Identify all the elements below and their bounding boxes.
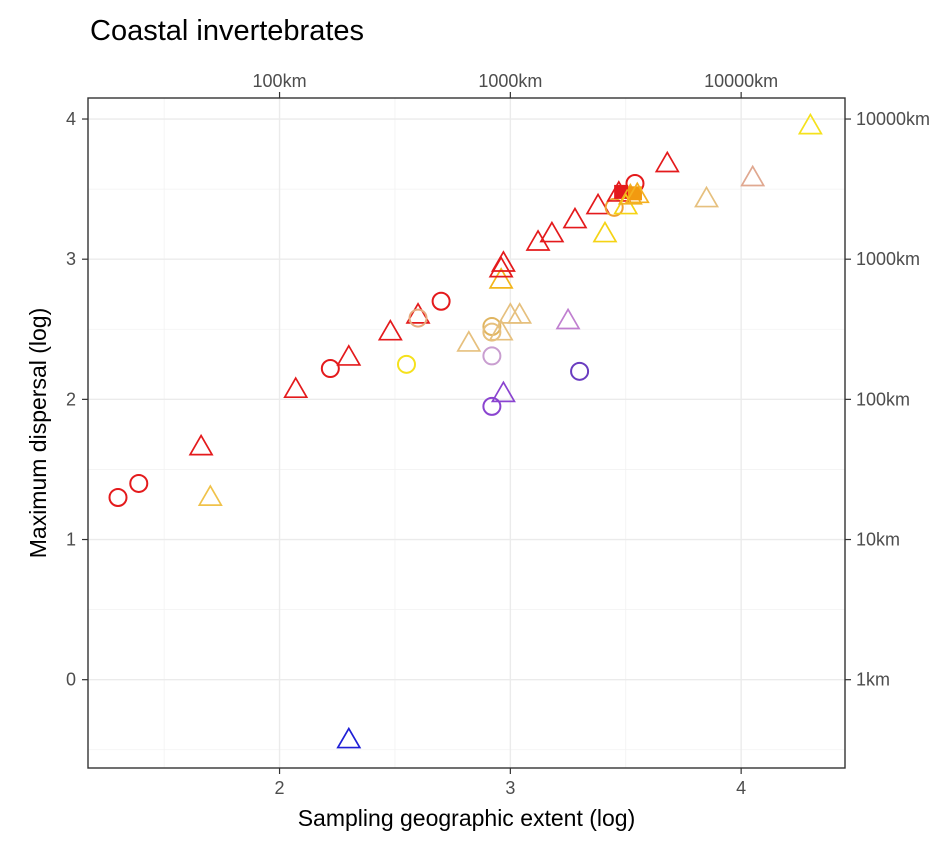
data-point-triangle	[188, 433, 214, 456]
data-point-triangle	[488, 318, 514, 341]
y-secondary-tick-label: 100km	[856, 389, 910, 409]
x-tick-label: 2	[275, 778, 285, 798]
data-point-triangle	[555, 307, 581, 330]
data-point-circle	[396, 354, 416, 374]
data-point-triangle	[740, 164, 766, 187]
data-point-circle	[570, 361, 590, 381]
data-point-circle	[320, 359, 340, 379]
x-tick-label: 3	[505, 778, 515, 798]
data-point-triangle	[694, 185, 719, 208]
data-point-triangle	[592, 220, 618, 243]
data-point-triangle	[488, 267, 514, 289]
y-tick-label: 4	[66, 109, 76, 129]
y-axis-label: Maximum dispersal (log)	[25, 308, 51, 559]
data-point-triangle	[490, 250, 516, 272]
x-axis-label: Sampling geographic extent (log)	[298, 805, 636, 831]
y-tick-label: 2	[66, 389, 76, 409]
points-layer	[108, 112, 823, 749]
data-point-triangle	[490, 380, 516, 403]
data-point-triangle	[562, 206, 588, 229]
data-point-triangle	[456, 330, 482, 352]
data-point-triangle	[585, 192, 611, 215]
y-secondary-tick-label: 1000km	[856, 249, 920, 269]
data-point-square	[627, 186, 642, 201]
panel-border	[87, 97, 846, 769]
y-tick-label: 1	[66, 530, 76, 550]
y-tick-label: 0	[66, 670, 76, 690]
data-point-circle	[108, 487, 128, 507]
data-point-triangle	[197, 484, 223, 506]
y-secondary-tick-label: 10km	[856, 530, 900, 550]
y-tick-label: 3	[66, 249, 76, 269]
data-point-circle	[482, 396, 502, 416]
data-point-circle	[482, 322, 502, 342]
data-point-triangle	[507, 302, 533, 324]
data-point-triangle	[336, 344, 362, 366]
data-point-triangle	[797, 112, 823, 135]
data-point-triangle	[336, 726, 362, 749]
x-tick-label: 4	[736, 778, 746, 798]
y-secondary-tick-label: 10000km	[856, 109, 930, 129]
data-point-triangle	[539, 220, 565, 243]
x-secondary-tick-label: 1000km	[478, 71, 542, 91]
x-secondary-tick-label: 100km	[253, 71, 307, 91]
data-point-triangle	[525, 229, 551, 251]
data-point-triangle	[405, 302, 431, 324]
chart-title: Coastal invertebrates	[90, 15, 364, 47]
x-secondary-tick-label: 10000km	[704, 71, 778, 91]
data-point-circle	[408, 308, 428, 328]
data-point-triangle	[283, 376, 309, 399]
y-secondary-tick-label: 1km	[856, 670, 890, 690]
axes: 2 3 4 100km 1000km 10000km 0 1 2 3 4 1km 10km 100km 10…	[66, 71, 930, 798]
grid	[88, 98, 845, 768]
data-point-circle	[129, 473, 149, 493]
data-point-triangle	[654, 150, 680, 173]
data-point-triangle	[624, 181, 650, 204]
data-point-circle	[482, 346, 502, 366]
data-point-triangle	[377, 318, 403, 341]
data-point-circle	[431, 291, 451, 311]
